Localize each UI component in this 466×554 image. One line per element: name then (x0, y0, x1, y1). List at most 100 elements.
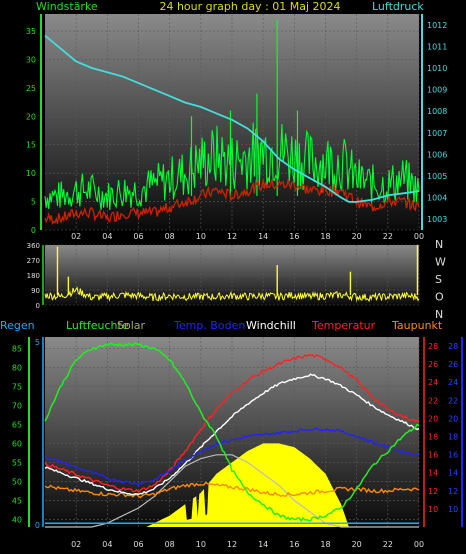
wind-gust-line (44, 122, 420, 211)
temp-tick-label: 18 (428, 433, 438, 442)
legend-regen: Regen (0, 319, 35, 332)
pressure-tick-label: 1003 (427, 215, 447, 224)
windchill-line (44, 373, 420, 496)
soil-temp-tick-label: 24 (448, 378, 458, 387)
rain-tick-label: 0 (35, 521, 40, 530)
pressure-tick-label: 1007 (427, 129, 447, 138)
x-tick-label: 12 (227, 540, 237, 549)
wind-direction-grid (45, 244, 420, 306)
temp-tick-label: 10 (428, 505, 438, 514)
wind-tick-label: 20 (26, 112, 36, 121)
compass-label: N (435, 238, 443, 251)
x-tick-label: 08 (165, 232, 175, 241)
x-tick-label: 20 (352, 540, 362, 549)
temp-tick-label: 26 (428, 360, 438, 369)
chart-title: 24 hour graph day : 01 Maj 2024 (159, 0, 340, 13)
humidity-tick-label: 65 (12, 420, 22, 429)
x-tick-label: 16 (289, 232, 299, 241)
temp-tick-label: 28 (428, 342, 438, 351)
humidity-tick-label: 80 (12, 363, 22, 372)
pressure-tick-label: 1010 (427, 64, 447, 73)
pressure-tick-label: 1009 (427, 86, 447, 95)
climate-series (44, 342, 420, 528)
humidity-tick-label: 70 (12, 401, 22, 410)
wind-tick-label: 0 (31, 226, 36, 235)
direction-tick-label: 90 (31, 287, 40, 295)
humidity-tick-label: 55 (12, 458, 22, 467)
solar-radiation-area (45, 443, 419, 527)
soil-temp-tick-label: 14 (448, 469, 458, 478)
x-tick-label: 16 (289, 540, 299, 549)
compass-label: N (435, 308, 443, 321)
soil-temp-tick-label: 26 (448, 360, 458, 369)
x-tick-label: 18 (320, 232, 330, 241)
pressure-tick-label: 1012 (427, 21, 447, 30)
x-tick-label: 12 (227, 232, 237, 241)
x-tick-label: 14 (258, 540, 268, 549)
x-tick-label: 00 (414, 232, 424, 241)
legend-luftfeuchte: Luftfeuchte (66, 319, 129, 332)
soil-temp-tick-label: 16 (448, 451, 458, 460)
direction-tick-label: 270 (27, 257, 40, 265)
compass-label: W (435, 256, 446, 269)
pressure-tick-label: 1008 (427, 107, 447, 116)
temperature-line (44, 353, 420, 494)
x-tick-label: 04 (102, 540, 112, 549)
pressure-tick-label: 1006 (427, 150, 447, 159)
pressure-line (44, 34, 420, 203)
humidity-tick-label: 60 (12, 439, 22, 448)
legend-taupunkt: Taupunkt (391, 319, 443, 332)
x-tick-label: 02 (71, 540, 81, 549)
wind-tick-label: 25 (26, 84, 36, 93)
pressure-tick-label: 1011 (427, 42, 447, 51)
humidity-tick-label: 85 (12, 344, 22, 353)
temp-tick-label: 16 (428, 451, 438, 460)
temp-tick-label: 24 (428, 378, 438, 387)
solar-max-line (45, 454, 419, 528)
humidity-tick-label: 50 (12, 477, 22, 486)
x-tick-label: 08 (165, 540, 175, 549)
temp-tick-label: 20 (428, 414, 438, 423)
x-tick-label: 06 (133, 232, 143, 241)
soil-temp-tick-label: 22 (448, 396, 458, 405)
legend-temperatur: Temperatur (311, 319, 376, 332)
x-tick-label: 04 (102, 232, 112, 241)
x-tick-label: 10 (196, 540, 206, 549)
x-tick-label: 00 (414, 540, 424, 549)
soil-temp-tick-label: 10 (448, 505, 458, 514)
direction-tick-label: 180 (27, 272, 40, 280)
soil-temp-line (44, 427, 420, 486)
wind-tick-label: 30 (26, 55, 36, 64)
legend-temp-boden: Temp. Boden (173, 319, 245, 332)
soil-temp-tick-label: 18 (448, 433, 458, 442)
soil-temp-tick-label: 28 (448, 342, 458, 351)
wind-average-line (44, 177, 420, 226)
x-tick-label: 10 (196, 232, 206, 241)
soil-temp-tick-label: 20 (448, 414, 458, 423)
pressure-tick-label: 1004 (427, 194, 447, 203)
x-tick-label: 18 (320, 540, 330, 549)
humidity-tick-label: 40 (12, 515, 22, 524)
temp-tick-label: 22 (428, 396, 438, 405)
humidity-tick-label: 45 (12, 496, 22, 505)
humidity-tick-label: 75 (12, 382, 22, 391)
wind-tick-label: 15 (26, 141, 36, 150)
legend-windchill: Windchill (246, 319, 296, 332)
direction-tick-label: 0 (36, 302, 40, 310)
x-tick-label: 22 (383, 540, 393, 549)
compass-label: S (435, 273, 442, 286)
x-tick-label: 02 (71, 232, 81, 241)
wind-direction-line (44, 286, 420, 303)
wind-tick-label: 10 (26, 169, 36, 178)
pressure-axis-title: Luftdruck (372, 0, 424, 13)
temp-tick-label: 12 (428, 487, 438, 496)
direction-tick-label: 360 (27, 242, 40, 250)
rain-tick-label: 5 (35, 338, 40, 347)
wind-tick-label: 35 (26, 27, 36, 36)
x-tick-label: 22 (383, 232, 393, 241)
compass-label: O (435, 291, 444, 304)
